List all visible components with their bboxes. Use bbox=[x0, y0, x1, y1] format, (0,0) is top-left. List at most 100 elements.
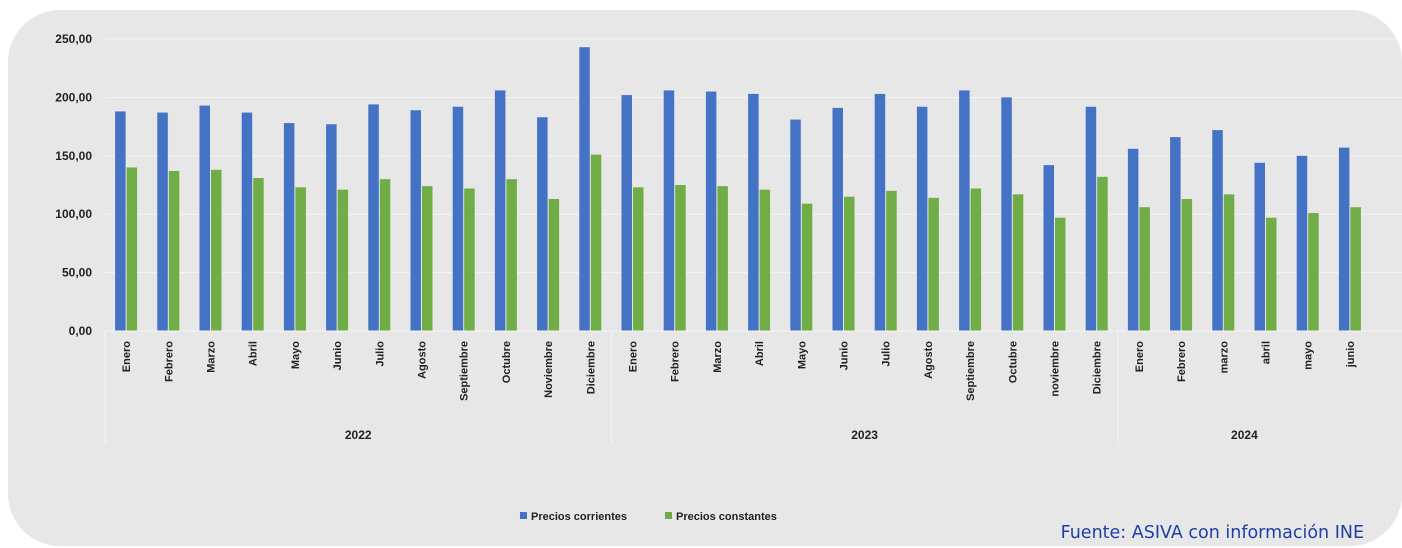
bar-constantes bbox=[1139, 207, 1150, 331]
bar-corrientes bbox=[832, 107, 843, 331]
bar-corrientes bbox=[326, 124, 337, 331]
bar-constantes bbox=[1097, 176, 1108, 331]
legend-swatch-constantes bbox=[665, 512, 672, 519]
x-tick-label: Mayo bbox=[290, 341, 302, 369]
bar-constantes bbox=[928, 197, 939, 331]
y-tick-label: 250,00 bbox=[55, 32, 92, 46]
bar-corrientes bbox=[537, 117, 548, 331]
y-tick-label: 100,00 bbox=[55, 207, 92, 221]
bar-constantes bbox=[1055, 217, 1066, 331]
x-tick-label: Octubre bbox=[1007, 341, 1019, 383]
bar-constantes bbox=[126, 167, 138, 331]
bar-constantes bbox=[1012, 194, 1024, 331]
bar-corrientes bbox=[368, 104, 379, 332]
bar-constantes bbox=[801, 203, 813, 331]
bar-constantes bbox=[379, 179, 391, 331]
source-note: Fuente: ASIVA con información INE bbox=[1060, 523, 1364, 543]
x-tick-label: noviembre bbox=[1050, 341, 1062, 397]
bar-corrientes bbox=[157, 112, 168, 331]
bar-constantes bbox=[1181, 199, 1193, 331]
x-tick-label: Octubre bbox=[501, 341, 513, 383]
x-group-label: 2022 bbox=[345, 428, 372, 442]
y-tick-label: 0,00 bbox=[69, 324, 93, 338]
bar-corrientes bbox=[241, 112, 253, 331]
bar-chart: 0,00 50,00 100,00 150,00 200,00 250,00 Enero F… bbox=[55, 32, 1402, 523]
bar-constantes bbox=[590, 154, 602, 331]
legend-swatch-corrientes bbox=[520, 512, 527, 519]
x-tick-label: Agosto bbox=[923, 341, 935, 379]
bar-corrientes bbox=[199, 105, 210, 332]
x-tick-label: Enero bbox=[121, 341, 133, 372]
y-tick-label: 200,00 bbox=[55, 90, 92, 104]
bar-constantes bbox=[970, 188, 982, 331]
bar-constantes bbox=[168, 170, 180, 331]
x-tick-label: Abril bbox=[248, 341, 260, 366]
x-tick-label: Febrero bbox=[670, 341, 682, 382]
bar-corrientes bbox=[874, 93, 886, 331]
bar-constantes bbox=[844, 196, 855, 331]
x-tick-label: junio bbox=[1345, 341, 1357, 369]
legend-label-corrientes: Precios corrientes bbox=[531, 511, 627, 523]
bar-constantes bbox=[295, 187, 306, 331]
legend: Precios corrientes Precios constantes bbox=[520, 511, 777, 523]
bar-constantes bbox=[1308, 213, 1319, 331]
bar-corrientes bbox=[621, 95, 632, 332]
bar-corrientes bbox=[663, 90, 675, 331]
bar-constantes bbox=[717, 186, 728, 331]
bar-corrientes bbox=[748, 93, 759, 331]
bar-constantes bbox=[759, 189, 771, 331]
bar-corrientes bbox=[1170, 137, 1181, 331]
bars bbox=[115, 47, 1361, 332]
bar-corrientes bbox=[790, 119, 801, 331]
legend-label-constantes: Precios constantes bbox=[676, 511, 777, 523]
bar-corrientes bbox=[494, 90, 506, 331]
x-group-label: 2023 bbox=[851, 428, 878, 442]
y-axis-ticks: 0,00 50,00 100,00 150,00 200,00 250,00 bbox=[55, 32, 92, 338]
bar-corrientes bbox=[1043, 165, 1054, 331]
bar-constantes bbox=[633, 187, 644, 331]
chart-card: 0,00 50,00 100,00 150,00 200,00 250,00 Enero F… bbox=[8, 10, 1402, 546]
bar-corrientes bbox=[115, 111, 126, 331]
x-tick-label: Febrero bbox=[163, 341, 175, 382]
bar-constantes bbox=[1266, 217, 1277, 331]
bar-corrientes bbox=[1254, 162, 1265, 331]
x-tick-label: Julio bbox=[374, 341, 386, 367]
x-tick-label: Enero bbox=[628, 341, 640, 372]
x-tick-label: Marzo bbox=[712, 341, 724, 373]
bar-corrientes bbox=[1085, 106, 1097, 331]
y-tick-label: 50,00 bbox=[62, 266, 92, 280]
bar-corrientes bbox=[1001, 97, 1012, 332]
x-tick-label: Noviembre bbox=[543, 341, 555, 398]
x-tick-label: marzo bbox=[1218, 341, 1230, 374]
bar-corrientes bbox=[283, 123, 295, 331]
bar-corrientes bbox=[1127, 148, 1139, 331]
bar-corrientes bbox=[1212, 130, 1223, 331]
x-group-label: 2024 bbox=[1231, 428, 1258, 442]
x-tick-label: Marzo bbox=[206, 341, 218, 373]
bar-constantes bbox=[506, 179, 517, 331]
x-axis: Enero Febrero Marzo Abril Mayo Junio Julio Agos… bbox=[104, 330, 1402, 444]
x-tick-label: Septiembre bbox=[965, 341, 977, 401]
x-tick-label: Abril bbox=[754, 341, 766, 366]
bar-constantes bbox=[211, 169, 222, 331]
bar-constantes bbox=[675, 185, 686, 331]
bar-constantes bbox=[422, 186, 433, 331]
x-tick-label: Mayo bbox=[796, 341, 808, 369]
x-tick-label: Septiembre bbox=[459, 341, 471, 401]
bar-constantes bbox=[886, 190, 897, 331]
bar-constantes bbox=[548, 199, 560, 331]
x-tick-label: Diciembre bbox=[1092, 341, 1104, 394]
x-tick-label: Junio bbox=[839, 341, 851, 371]
bar-constantes bbox=[1350, 207, 1361, 331]
x-tick-label: Julio bbox=[881, 341, 893, 367]
bar-corrientes bbox=[452, 106, 464, 331]
bar-constantes bbox=[464, 188, 475, 331]
bar-corrientes bbox=[705, 91, 717, 331]
bar-corrientes bbox=[959, 90, 970, 331]
bar-constantes bbox=[253, 177, 264, 331]
x-tick-label: Junio bbox=[332, 341, 344, 371]
x-tick-label: Febrero bbox=[1176, 341, 1188, 382]
bar-corrientes bbox=[1338, 147, 1350, 331]
bar-constantes bbox=[337, 189, 349, 331]
y-tick-label: 150,00 bbox=[55, 149, 92, 163]
